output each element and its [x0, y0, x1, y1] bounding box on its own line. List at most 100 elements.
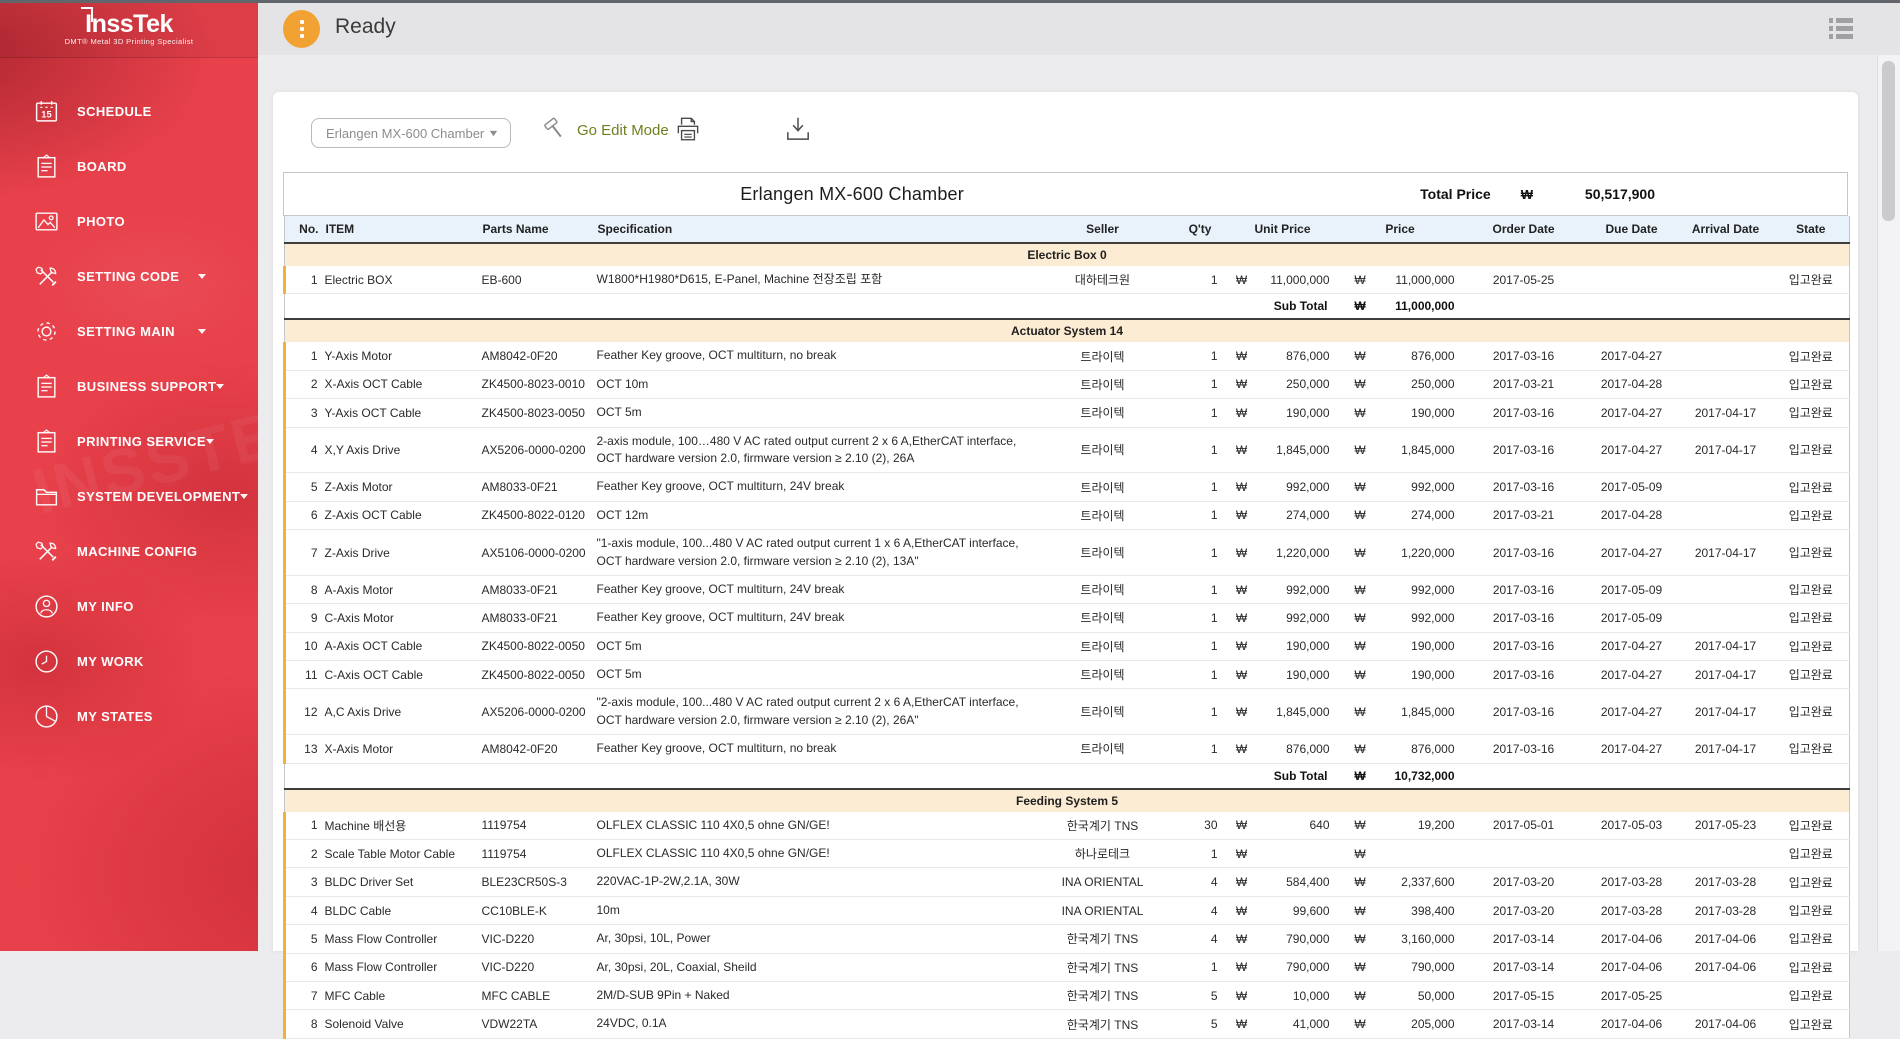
cell-item: Scale Table Motor Cable — [321, 840, 478, 868]
download-button[interactable] — [783, 114, 813, 149]
cell-spec: OCT 5m — [593, 661, 1033, 689]
cell-no: 1 — [285, 812, 321, 840]
cell-currency: ₩ — [1338, 530, 1383, 576]
cell-order-date: 2017-03-16 — [1463, 632, 1585, 660]
cell-currency: ₩ — [1228, 661, 1256, 689]
table-row[interactable]: 8Solenoid ValveVDW22TA24VDC, 0.1A한국계기 TN… — [285, 1010, 1850, 1038]
cell-price: 19,200 — [1383, 812, 1463, 840]
sidebar-item-schedule[interactable]: SCHEDULE — [0, 84, 258, 139]
cell-item: X-Axis OCT Cable — [321, 370, 478, 398]
cell-seller: 트라이텍 — [1033, 427, 1173, 473]
table-row[interactable]: 3Y-Axis OCT CableZK4500-8023-0050OCT 5m트… — [285, 399, 1850, 427]
table-row[interactable]: 9C-Axis MotorAM8033-0F21Feather Key groo… — [285, 604, 1850, 632]
sidebar-item-printing-service[interactable]: PRINTING SERVICE — [0, 414, 258, 469]
cell-order-date: 2017-03-20 — [1463, 896, 1585, 924]
go-edit-mode-button[interactable]: Go Edit Mode — [541, 117, 669, 143]
scrollbar-thumb[interactable] — [1882, 61, 1895, 221]
column-header-spec: Specification — [593, 216, 1033, 243]
cell-due-date — [1585, 840, 1679, 868]
table-row[interactable]: 10A-Axis OCT CableZK4500-8022-0050OCT 5m… — [285, 632, 1850, 660]
cell-item: Electric BOX — [321, 266, 478, 294]
cell-seller: 트라이텍 — [1033, 575, 1173, 603]
cell-due-date: 2017-04-27 — [1585, 689, 1679, 735]
table-row[interactable]: 3BLDC Driver SetBLE23CR50S-3220VAC-1P-2W… — [285, 868, 1850, 896]
print-button[interactable] — [673, 114, 703, 149]
clock-icon — [33, 648, 60, 675]
chamber-select[interactable]: Erlangen MX-600 Chamber ▼ — [311, 118, 511, 148]
cell-price: 274,000 — [1383, 501, 1463, 529]
clipboard-icon — [33, 373, 60, 400]
cell-currency: ₩ — [1338, 501, 1383, 529]
table-row[interactable]: 11C-Axis OCT CableZK4500-8022-0050OCT 5m… — [285, 661, 1850, 689]
status-ellipsis-badge-icon[interactable] — [283, 10, 320, 48]
cell-due-date: 2017-04-27 — [1585, 632, 1679, 660]
list-icon[interactable] — [1829, 18, 1853, 42]
table-row[interactable]: 7MFC CableMFC CABLE2M/D-SUB 9Pin + Naked… — [285, 981, 1850, 1009]
sidebar-item-my-work[interactable]: MY WORK — [0, 634, 258, 689]
cell-price: 992,000 — [1383, 575, 1463, 603]
cell-currency: ₩ — [1338, 953, 1383, 981]
table-row[interactable]: 6Mass Flow ControllerVIC-D220Ar, 30psi, … — [285, 953, 1850, 981]
table-row[interactable]: 6Z-Axis OCT CableZK4500-8022-0120OCT 12m… — [285, 501, 1850, 529]
cell-seller: INA ORIENTAL — [1033, 868, 1173, 896]
cell-item: MFC Cable — [321, 981, 478, 1009]
go-edit-mode-label: Go Edit Mode — [577, 122, 669, 139]
table-row[interactable]: 1Machine 배선용1119754OLFLEX CLASSIC 110 4X… — [285, 812, 1850, 840]
cell-item: A-Axis Motor — [321, 575, 478, 603]
sidebar-item-photo[interactable]: PHOTO — [0, 194, 258, 249]
table-row[interactable]: 12A,C Axis DriveAX5206-0000-0200"2-axis … — [285, 689, 1850, 735]
cell-unit-price: 790,000 — [1256, 925, 1338, 953]
sidebar-item-setting-code[interactable]: SETTING CODE — [0, 249, 258, 304]
cell-due-date: 2017-04-27 — [1585, 661, 1679, 689]
table-row[interactable]: 4X,Y Axis DriveAX5206-0000-02002-axis mo… — [285, 427, 1850, 473]
cell-seller: 트라이텍 — [1033, 661, 1173, 689]
table-row[interactable]: 5Mass Flow ControllerVIC-D220Ar, 30psi, … — [285, 925, 1850, 953]
cell-seller: 하나로테크 — [1033, 840, 1173, 868]
cell-arrival-date — [1679, 981, 1773, 1009]
sidebar-item-my-states[interactable]: MY STATES — [0, 689, 258, 744]
section-title: Feeding System 5 — [285, 789, 1850, 812]
cell-currency: ₩ — [1338, 812, 1383, 840]
subtotal-row: Sub Total₩11,000,000 — [285, 294, 1850, 320]
total-price-value: 50,517,900 — [1543, 186, 1655, 202]
cell-price: 398,400 — [1383, 896, 1463, 924]
cell-order-date — [1463, 840, 1585, 868]
cell-no: 5 — [285, 473, 321, 501]
cell-due-date: 2017-03-28 — [1585, 896, 1679, 924]
cell-state: 입고완료 — [1773, 604, 1850, 632]
chevron-down-icon — [240, 494, 248, 499]
cell-seller: 트라이텍 — [1033, 530, 1173, 576]
sidebar-item-machine-config[interactable]: MACHINE CONFIG — [0, 524, 258, 579]
table-row[interactable]: 8A-Axis MotorAM8033-0F21Feather Key groo… — [285, 575, 1850, 603]
sidebar-item-business-support[interactable]: BUSINESS SUPPORT — [0, 359, 258, 414]
sidebar-item-board[interactable]: BOARD — [0, 139, 258, 194]
sidebar-item-setting-main[interactable]: SETTING MAIN — [0, 304, 258, 359]
folder-icon — [33, 483, 60, 510]
cell-currency: ₩ — [1228, 604, 1256, 632]
cell-qty: 1 — [1173, 575, 1228, 603]
cell-spec: 2M/D-SUB 9Pin + Naked — [593, 981, 1033, 1009]
logo[interactable]: InssTek DMT® Metal 3D Printing Specialis… — [0, 0, 258, 58]
table-row[interactable]: 2Scale Table Motor Cable1119754OLFLEX CL… — [285, 840, 1850, 868]
cell-seller: 대하테크원 — [1033, 266, 1173, 294]
table-row[interactable]: 2X-Axis OCT CableZK4500-8023-0010OCT 10m… — [285, 370, 1850, 398]
vertical-scrollbar[interactable] — [1877, 55, 1900, 951]
table-row[interactable]: 4BLDC CableCC10BLE-K10mINA ORIENTAL4₩99,… — [285, 896, 1850, 924]
cell-due-date: 2017-04-06 — [1585, 1010, 1679, 1038]
cell-unit-price: 992,000 — [1256, 604, 1338, 632]
sidebar-item-my-info[interactable]: MY INFO — [0, 579, 258, 634]
sidebar-item-system-development[interactable]: SYSTEM DEVELOPMENT — [0, 469, 258, 524]
cell-arrival-date — [1679, 370, 1773, 398]
cell-state: 입고완료 — [1773, 925, 1850, 953]
table-row[interactable]: 1Electric BOXEB-600W1800*H1980*D615, E-P… — [285, 266, 1850, 294]
download-icon — [783, 114, 813, 144]
cell-item: A,C Axis Drive — [321, 689, 478, 735]
table-row[interactable]: 13X-Axis MotorAM8042-0F20Feather Key gro… — [285, 735, 1850, 763]
cell-qty: 1 — [1173, 735, 1228, 763]
table-row[interactable]: 7Z-Axis DriveAX5106-0000-0200"1-axis mod… — [285, 530, 1850, 576]
table-row[interactable]: 5Z-Axis MotorAM8033-0F21Feather Key groo… — [285, 473, 1850, 501]
cell-spec: Feather Key groove, OCT multiturn, 24V b… — [593, 575, 1033, 603]
cell-currency: ₩ — [1338, 342, 1383, 370]
table-row[interactable]: 1Y-Axis MotorAM8042-0F20Feather Key groo… — [285, 342, 1850, 370]
subtotal-label: Sub Total — [1228, 294, 1338, 320]
